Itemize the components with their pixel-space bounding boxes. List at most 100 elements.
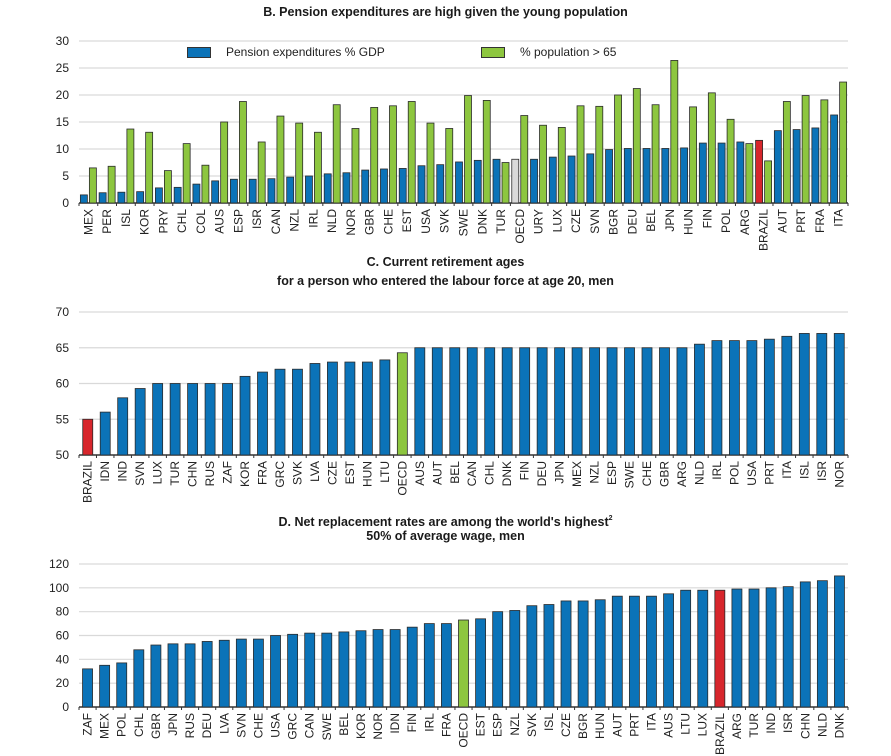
bar-bel-population <box>651 104 660 204</box>
bar-oecd-value <box>458 619 469 708</box>
bar-irl-value <box>423 623 435 708</box>
bar-gbr-population <box>370 107 379 204</box>
y-tick-label: 0 <box>62 700 69 714</box>
x-tick-label: BEL <box>448 461 462 484</box>
x-tick-label: DNK <box>500 461 514 486</box>
x-tick-label: SWE <box>623 461 637 488</box>
bar-nor-value <box>372 629 384 708</box>
bar-svn-value <box>235 638 247 708</box>
x-tick-label: ARG <box>675 461 689 487</box>
bar-tur-pension <box>492 158 501 204</box>
x-tick-label: ARG <box>730 713 744 739</box>
x-tick-label: HUN <box>682 209 696 235</box>
bar-irl-value <box>711 340 723 456</box>
bar-nld-value <box>816 580 828 708</box>
bar-aut-value <box>431 347 443 456</box>
bar-kor-population <box>145 131 154 204</box>
x-tick-label: IND <box>764 713 778 734</box>
bar-prt-pension <box>792 129 801 204</box>
x-tick-label: TUR <box>168 461 182 486</box>
bar-mex-value <box>99 664 111 708</box>
bar-lux-value <box>152 383 164 456</box>
x-tick-label: PER <box>100 209 114 234</box>
bar-isl-value <box>798 333 810 456</box>
bar-ltu-value <box>379 359 391 456</box>
x-tick-label: IRL <box>710 461 724 480</box>
y-tick-label: 55 <box>56 412 70 426</box>
x-tick-label: NLD <box>692 461 706 485</box>
bar-fra-value <box>257 371 268 456</box>
bar-jpn-value <box>167 643 179 708</box>
x-tick-label: SVK <box>438 209 452 233</box>
x-tick-label: AUS <box>662 713 676 738</box>
x-tick-label: LVA <box>217 713 231 734</box>
y-tick-label: 70 <box>56 305 70 319</box>
bar-col-pension <box>192 183 201 204</box>
bar-chn-value <box>799 581 811 708</box>
bar-chl-population <box>182 143 191 204</box>
bar-ltu-value <box>680 589 692 708</box>
x-tick-label: JPN <box>663 209 677 232</box>
bar-dnk-value <box>501 347 513 456</box>
x-tick-label: NZL <box>588 461 602 484</box>
bar-ury-population <box>539 124 547 204</box>
bar-isl-pension <box>117 191 126 204</box>
bar-ury-pension <box>530 158 538 204</box>
bar-pol-population <box>726 118 735 204</box>
bar-nor-population <box>351 128 360 204</box>
x-tick-label: KOR <box>138 209 152 235</box>
x-tick-label: NOR <box>832 461 846 488</box>
bar-esp-value <box>606 347 618 456</box>
y-tick-label: 0 <box>62 196 69 210</box>
y-tick-label: 5 <box>62 169 69 183</box>
x-tick-label: NOR <box>371 713 385 740</box>
bar-deu-value <box>201 641 213 708</box>
bar-swe-population <box>464 95 472 204</box>
x-tick-label: CZE <box>559 713 573 737</box>
x-tick-label: ARG <box>738 209 752 235</box>
x-tick-label: FIN <box>700 209 714 228</box>
x-tick-label: AUS <box>413 461 427 486</box>
bar-usa-value <box>746 340 758 456</box>
bar-swe-value <box>624 347 635 456</box>
bar-mex-pension <box>79 194 88 204</box>
x-tick-label: AUT <box>430 460 444 485</box>
bar-aut-pension <box>773 130 782 204</box>
x-tick-label: ITA <box>644 713 658 731</box>
bar-deu-value <box>536 347 548 456</box>
bar-brazil-population <box>764 160 772 204</box>
x-tick-label: AUT <box>775 208 789 233</box>
bar-pol-value <box>728 340 740 456</box>
bar-dnk-value <box>834 575 845 708</box>
bar-pol-value <box>116 662 128 708</box>
x-tick-label: IRL <box>422 713 436 732</box>
bar-cze-population <box>576 105 585 204</box>
x-tick-label: BGR <box>576 713 590 739</box>
bar-tur-population <box>501 162 510 204</box>
x-tick-label: USA <box>745 461 759 486</box>
x-tick-label: NOR <box>344 209 358 236</box>
x-tick-label: SVN <box>588 209 602 234</box>
bar-hun-value <box>594 599 606 708</box>
legend-item-pension-expenditures: Pension expenditures % GDP <box>187 45 385 59</box>
bar-fin-population <box>707 92 716 204</box>
bar-isr-population <box>257 141 266 204</box>
bar-idn-value <box>389 629 401 708</box>
x-tick-label: IND <box>116 461 130 482</box>
bar-svk-pension <box>436 164 445 204</box>
x-tick-label: URY <box>532 209 546 234</box>
bar-ita-population <box>839 81 848 204</box>
bar-kor-value <box>239 375 251 456</box>
x-tick-label: TUR <box>494 209 508 234</box>
x-tick-label: POL <box>727 461 741 485</box>
y-tick-label: 10 <box>56 142 70 156</box>
x-tick-label: OECD <box>457 713 471 748</box>
bar-lux-pension <box>548 156 557 204</box>
x-tick-label: BGR <box>607 209 621 235</box>
bar-nld-value <box>694 343 705 456</box>
legend-swatch-blue <box>187 46 211 58</box>
x-tick-label: HUN <box>593 713 607 739</box>
legend-label: % population > 65 <box>520 45 617 59</box>
x-tick-label: MEX <box>570 461 584 487</box>
bar-hun-value <box>361 361 373 456</box>
